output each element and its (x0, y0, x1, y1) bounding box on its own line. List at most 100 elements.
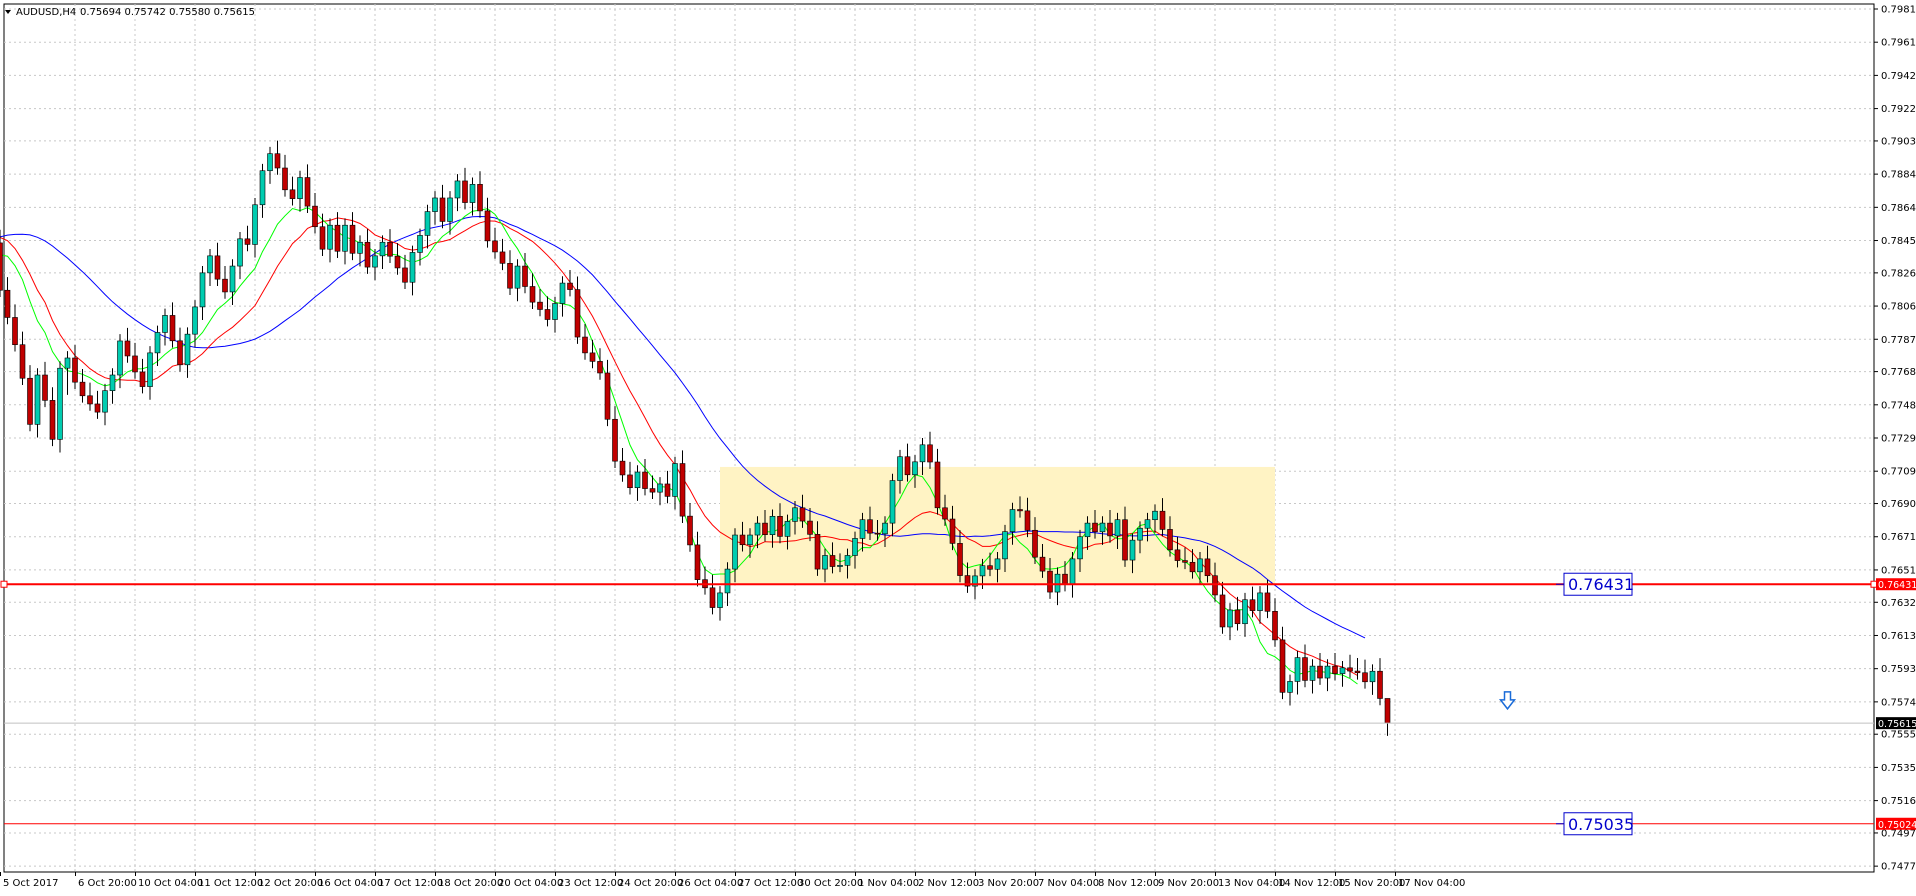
candle-bull (1129, 539, 1136, 561)
candle-bear (334, 224, 341, 252)
x-tick-label: 17 Oct 12:00 (378, 878, 443, 889)
candle-bear (1159, 510, 1166, 530)
x-tick-label: 5 Oct 2017 (3, 878, 58, 889)
level-handle (0, 580, 8, 588)
candle-bull (297, 177, 303, 199)
candle-bull (447, 197, 453, 222)
candle-bear (507, 263, 513, 289)
candle-bear (72, 357, 78, 383)
candle-bear (49, 400, 56, 440)
candle-bear (1204, 558, 1211, 577)
candle-bear (739, 534, 746, 546)
x-tick-label: 20 Oct 04:00 (498, 878, 563, 889)
candle-bull (859, 519, 866, 539)
y-tick-label: 0.78645 (1881, 203, 1916, 214)
candle-bull (1197, 558, 1203, 573)
candle-bull (1144, 519, 1151, 529)
level-axis-tag (1876, 578, 1916, 591)
candle-bull (1099, 522, 1106, 533)
header: AUDUSD,H4 0.75694 0.75742 0.75580 0.7561… (5, 7, 255, 18)
candle-bear (1234, 609, 1241, 625)
horizontal-levels[interactable]: 0.76431 0.75035 (0, 572, 1878, 836)
candle-bear (612, 418, 618, 462)
candle-bull (822, 555, 828, 570)
candle-bull (1077, 536, 1083, 560)
candle-bear (19, 344, 26, 379)
candle-bull (267, 153, 273, 172)
candle-bull (1309, 665, 1316, 681)
candle-bear (1092, 522, 1098, 533)
candle-bull (732, 534, 738, 570)
candle-bull (147, 352, 153, 387)
candlesticks (0, 140, 1391, 736)
candle-bull (912, 461, 918, 476)
candle-bull (1114, 519, 1121, 537)
candle-bull (919, 444, 926, 463)
candle-bear (694, 544, 701, 580)
candle-bear (544, 309, 551, 320)
candle-bear (687, 515, 693, 546)
candle-bull (229, 265, 236, 293)
x-tick-label: 7 Nov 04:00 (1038, 878, 1099, 889)
candle-bear (649, 488, 656, 493)
candle-bull (724, 568, 731, 594)
candle-bear (477, 184, 483, 212)
candle-bull (252, 204, 258, 245)
candle-bear (94, 403, 101, 413)
candle-bull (747, 534, 753, 546)
candle-bear (619, 460, 626, 476)
x-tick-label: 12 Oct 20:00 (258, 878, 323, 889)
candle-bull (1084, 522, 1091, 538)
candle-bull (1339, 667, 1346, 674)
candle-bear (1377, 670, 1383, 699)
candle-bull (1294, 657, 1301, 682)
x-tick-label: 18 Oct 20:00 (438, 878, 503, 889)
candle-bull (979, 565, 986, 577)
candle-bull (889, 480, 896, 524)
candle-bull (1242, 599, 1248, 625)
candle-bear (1122, 519, 1128, 561)
candle-bear (169, 315, 176, 342)
candle-bear (27, 377, 33, 425)
x-tick-label: 13 Nov 04:00 (1218, 878, 1285, 889)
grid (4, 4, 1874, 872)
y-tick-label: 0.75355 (1881, 763, 1916, 774)
level-label: 0.75035 (1568, 815, 1634, 834)
x-tick-label: 23 Oct 12:00 (558, 878, 623, 889)
candle-bear (1062, 573, 1068, 585)
candle-bear (942, 507, 948, 520)
candle-bear (1219, 594, 1226, 628)
candle-bull (1054, 573, 1061, 593)
x-tick-label: 8 Nov 12:00 (1098, 878, 1159, 889)
candle-bear (867, 519, 873, 534)
candle-bear (124, 340, 131, 357)
candle-bear (814, 534, 821, 570)
y-tick-label: 0.77485 (1881, 400, 1916, 411)
candle-bull (1324, 665, 1331, 679)
x-tick-label: 26 Oct 04:00 (678, 878, 743, 889)
candle-bull (754, 522, 761, 536)
candle-bear (1174, 549, 1181, 561)
candle-bear (304, 177, 311, 207)
candle-bull (1137, 527, 1143, 541)
dropdown-triangle-icon[interactable] (5, 10, 11, 14)
ohlc-values: 0.75694 0.75742 0.75580 0.75615 (80, 7, 255, 18)
current-price-tag (1876, 717, 1916, 730)
candle-bull (1152, 510, 1158, 521)
candle-bear (567, 282, 573, 290)
candle-bull (432, 197, 438, 212)
candle-bear (492, 240, 498, 253)
candle-bear (799, 507, 806, 522)
candle-bear (957, 543, 963, 576)
x-tick-label: 11 Oct 12:00 (198, 878, 263, 889)
candle-bear (1362, 672, 1368, 683)
x-tick-label: 24 Oct 20:00 (618, 878, 683, 889)
candle-bear (1017, 509, 1023, 512)
